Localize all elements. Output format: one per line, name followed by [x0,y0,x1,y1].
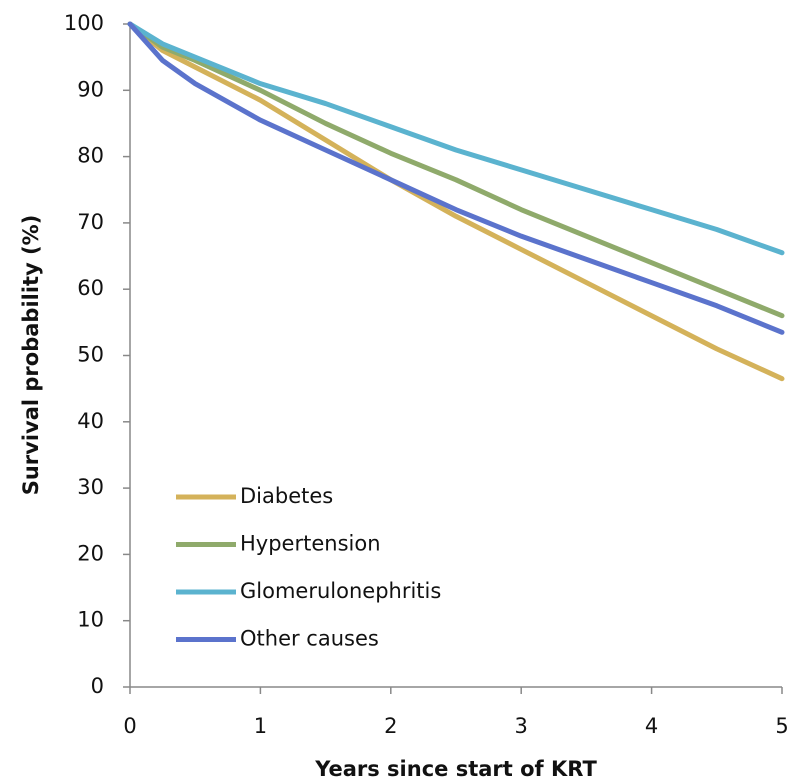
x-tick-label: 0 [123,714,136,738]
x-tick-label: 1 [254,714,267,738]
y-tick-label: 80 [77,144,104,168]
y-tick-label: 90 [77,77,104,101]
x-tick-label: 4 [645,714,658,738]
series-line [127,21,785,256]
x-axis-label: Years since start of KRT [314,757,597,781]
series-line [127,21,785,382]
x-tick-label: 3 [515,714,528,738]
y-tick-label: 10 [77,608,104,632]
y-tick-label: 60 [77,276,104,300]
series-line [127,21,785,319]
y-tick-label: 20 [77,541,104,565]
y-axis-label: Survival probability (%) [19,215,43,496]
legend-label: Diabetes [240,484,333,508]
series-line [127,21,785,335]
legend-label: Glomerulonephritis [240,579,441,603]
y-tick-label: 40 [77,409,104,433]
y-tick-label: 100 [64,11,104,35]
y-tick-label: 50 [77,343,104,367]
y-tick-label: 70 [77,210,104,234]
x-tick-label: 5 [775,714,788,738]
legend-label: Other causes [240,627,379,651]
x-tick-label: 2 [384,714,397,738]
y-tick-label: 30 [77,475,104,499]
y-tick-label: 0 [91,674,104,698]
legend-label: Hypertension [240,532,381,556]
